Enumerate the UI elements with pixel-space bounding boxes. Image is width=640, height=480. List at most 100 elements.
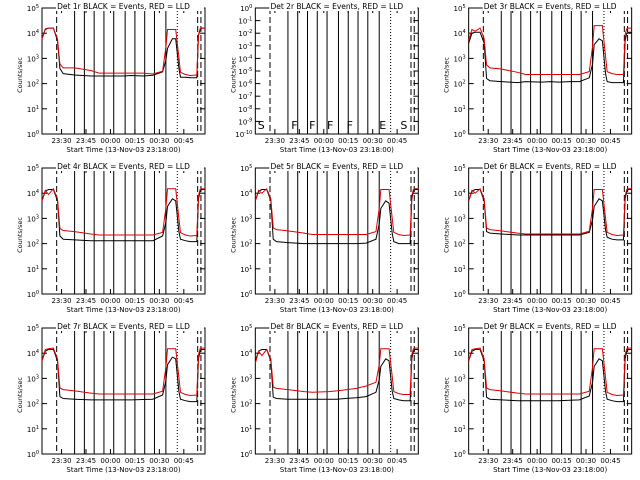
y-tick-label: 103 [240, 374, 252, 383]
x-tick-label: 23:30 [51, 457, 71, 465]
y-tick-label: 100 [454, 130, 466, 139]
y-tick-label: 104 [27, 29, 39, 38]
x-tick-label: 00:00 [527, 297, 547, 305]
x-tick-label: 23:30 [478, 137, 498, 145]
detector-panel: 100 101 102 103 104 105 23:30 23:45 00:00 00:15 00… [16, 161, 206, 314]
y-tick-label: 104 [27, 349, 39, 358]
detector-panel: 100 101 102 103 104 105 23:30 23:45 00:00 00:15 00… [443, 161, 633, 314]
plot-frame [254, 7, 419, 135]
marker-letter: F [327, 119, 333, 132]
x-tick-label: 23:45 [503, 457, 523, 465]
x-tick-label: 00:15 [551, 137, 571, 145]
marker-letter: S [258, 119, 265, 132]
x-tick-label: 00:00 [314, 137, 334, 145]
y-tick-label: 101 [27, 105, 39, 114]
y-tick-label: 10-8 [238, 105, 252, 114]
y-tick-label: 104 [454, 349, 466, 358]
y-tick-label: 103 [240, 214, 252, 223]
panel-title: Det 3r BLACK = Events, RED = LLD [484, 2, 617, 11]
x-tick-label: 00:00 [100, 297, 120, 305]
y-tick-label: 104 [454, 189, 466, 198]
y-tick-label: 102 [454, 400, 466, 409]
y-axis-label: Counts/sec [16, 57, 24, 93]
detector-panel: 10-10 10-9 10-8 10-7 10-6 10-5 10-4 10-3 10-2 10-… [229, 1, 419, 154]
x-tick-label: 00:30 [363, 457, 383, 465]
y-tick-label: 104 [27, 189, 39, 198]
x-tick-label: 00:00 [314, 297, 334, 305]
y-tick-label: 10-3 [238, 42, 252, 51]
x-axis-label: Start Time (13-Nov-03 23:18:00) [66, 466, 180, 474]
title-backdrop [269, 321, 418, 331]
x-tick-label: 00:45 [600, 457, 620, 465]
y-tick-label: 103 [454, 374, 466, 383]
y-axis-label: Counts/sec [443, 377, 451, 413]
y-tick-label: 10-10 [235, 130, 252, 139]
x-tick-label: 23:45 [289, 457, 309, 465]
x-tick-label: 00:45 [387, 137, 407, 145]
title-backdrop [56, 321, 204, 331]
title-backdrop [482, 161, 631, 171]
events-series-line [254, 189, 419, 245]
x-axis-label: Start Time (13-Nov-03 23:18:00) [66, 146, 180, 154]
y-tick-label: 101 [240, 265, 252, 274]
y-tick-label: 103 [454, 54, 466, 63]
y-tick-label: 103 [454, 214, 466, 223]
panel-title: Det 4r BLACK = Events, RED = LLD [57, 162, 190, 171]
y-tick-label: 105 [454, 164, 466, 173]
y-tick-label: 102 [240, 400, 252, 409]
detector-panel: 100 101 102 103 104 105 23:30 23:45 00:00 00:15 00… [229, 321, 419, 474]
panel-title: Det 1r BLACK = Events, RED = LLD [57, 2, 190, 11]
x-axis-label: Start Time (13-Nov-03 23:18:00) [493, 146, 607, 154]
x-tick-label: 00:45 [174, 457, 194, 465]
x-tick-label: 00:00 [100, 137, 120, 145]
events-series-line [254, 349, 419, 402]
y-tick-label: 105 [240, 324, 252, 333]
x-axis-label: Start Time (13-Nov-03 23:18:00) [280, 306, 394, 314]
y-axis-label: Counts/sec [443, 57, 451, 93]
x-tick-label: 23:30 [265, 457, 285, 465]
y-tick-label: 10-9 [238, 117, 252, 126]
x-axis-label: Start Time (13-Nov-03 23:18:00) [493, 306, 607, 314]
y-tick-label: 105 [454, 324, 466, 333]
marker-letter: F [309, 119, 315, 132]
y-tick-label: 100 [240, 4, 252, 13]
x-tick-label: 00:30 [576, 297, 596, 305]
lld-series-line [468, 347, 632, 397]
y-axis-label: Counts/sec [229, 57, 237, 93]
y-tick-label: 100 [454, 450, 466, 459]
y-tick-label: 105 [27, 164, 39, 173]
lld-series-line [41, 347, 205, 397]
y-tick-label: 105 [454, 4, 466, 13]
marker-letter: S [400, 119, 407, 132]
x-tick-label: 00:45 [387, 457, 407, 465]
x-tick-label: 23:30 [51, 297, 71, 305]
y-tick-label: 100 [240, 450, 252, 459]
x-tick-label: 00:45 [600, 137, 620, 145]
x-tick-label: 00:30 [149, 137, 169, 145]
x-tick-label: 23:45 [289, 297, 309, 305]
y-tick-label: 104 [454, 29, 466, 38]
x-axis-label: Start Time (13-Nov-03 23:18:00) [66, 306, 180, 314]
x-tick-label: 00:45 [174, 137, 194, 145]
x-tick-label: 00:45 [387, 297, 407, 305]
lld-series-line [468, 187, 632, 237]
x-tick-label: 23:45 [289, 137, 309, 145]
x-tick-label: 00:15 [125, 137, 145, 145]
y-axis-label: Counts/sec [16, 217, 24, 253]
x-tick-label: 00:30 [576, 457, 596, 465]
x-tick-label: 00:30 [363, 297, 383, 305]
y-tick-label: 104 [240, 349, 252, 358]
x-tick-label: 23:30 [51, 137, 71, 145]
y-tick-label: 102 [27, 80, 39, 89]
x-tick-label: 00:15 [551, 457, 571, 465]
x-tick-label: 00:30 [363, 137, 383, 145]
lld-series-line [254, 347, 419, 395]
panel-title: Det 8r BLACK = Events, RED = LLD [270, 322, 403, 331]
x-tick-label: 00:15 [125, 457, 145, 465]
events-series-line [41, 349, 205, 403]
y-tick-label: 100 [27, 290, 39, 299]
y-tick-label: 102 [454, 240, 466, 249]
x-tick-label: 00:45 [600, 297, 620, 305]
lld-series-line [41, 27, 205, 77]
panel-title: Det 2r BLACK = Events, RED = LLD [270, 2, 403, 11]
